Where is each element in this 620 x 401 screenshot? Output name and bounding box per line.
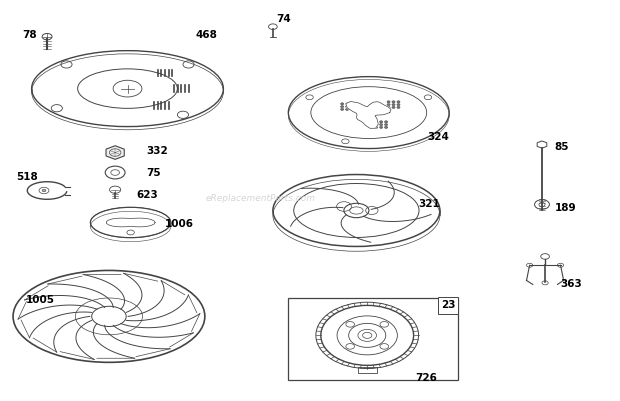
Bar [288,298,458,380]
Text: 321: 321 [418,199,440,209]
Circle shape [345,105,348,107]
Circle shape [387,101,390,103]
Text: 726: 726 [415,373,437,383]
Text: 324: 324 [428,132,450,142]
Circle shape [384,124,388,126]
Text: 1005: 1005 [25,296,55,306]
Circle shape [350,108,353,110]
Circle shape [374,124,378,126]
Circle shape [345,108,348,110]
Circle shape [397,103,400,105]
Circle shape [384,126,388,128]
Circle shape [340,103,343,105]
Circle shape [392,101,395,103]
Text: 623: 623 [137,190,159,200]
Polygon shape [107,218,155,227]
Polygon shape [106,146,124,159]
Circle shape [374,121,378,123]
Text: 23: 23 [441,300,455,310]
Circle shape [374,126,378,128]
Text: 468: 468 [195,30,218,40]
Text: 518: 518 [16,172,38,182]
Circle shape [397,106,400,108]
Text: eReplacementParts.com: eReplacementParts.com [205,194,316,203]
Text: 78: 78 [22,30,37,40]
Circle shape [345,103,348,105]
Circle shape [340,105,343,107]
Circle shape [397,101,400,103]
Circle shape [42,189,46,192]
Text: 332: 332 [146,146,168,156]
Circle shape [379,124,383,126]
Circle shape [384,121,388,123]
Text: 363: 363 [560,279,582,290]
Polygon shape [346,101,391,128]
Text: 1006: 1006 [165,219,193,229]
Text: 189: 189 [554,203,576,213]
Circle shape [350,103,353,105]
Circle shape [387,103,390,105]
Circle shape [392,103,395,105]
Circle shape [379,121,383,123]
Bar [358,367,376,373]
Circle shape [379,126,383,128]
Text: 85: 85 [554,142,569,152]
Circle shape [387,106,390,108]
Circle shape [340,108,343,110]
Text: 75: 75 [146,168,161,178]
Text: 74: 74 [276,14,291,24]
Circle shape [350,105,353,107]
Circle shape [392,106,395,108]
